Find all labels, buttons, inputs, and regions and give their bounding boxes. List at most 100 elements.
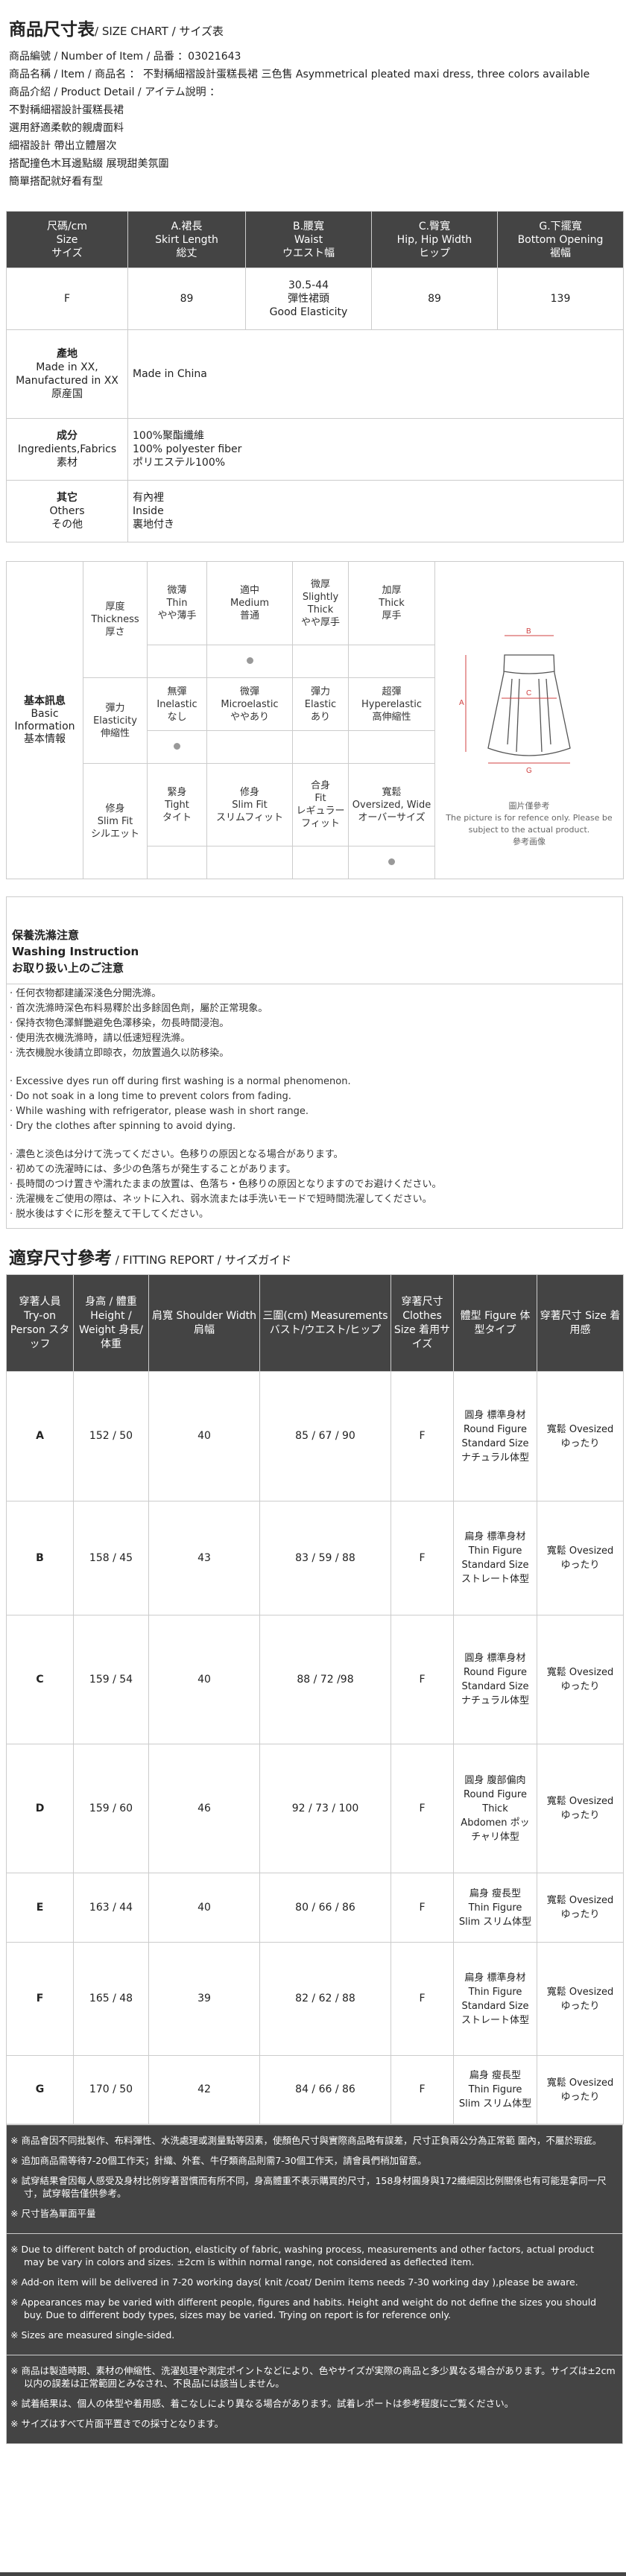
size-header-1: A.裙長 Skirt Length 総丈 bbox=[127, 211, 246, 268]
fitting-cell: 圓身 標準身材 Round Figure Standard Size ナチュラル… bbox=[453, 1371, 537, 1501]
option-indicator bbox=[147, 730, 207, 764]
washing-line: · 洗濯機をご使用の際は、ネットに入れ、弱水流または手洗いモードで短時間洗濯して… bbox=[10, 1194, 432, 1205]
fitting-cell: 40 bbox=[148, 1615, 260, 1744]
fitting-header-3: 三圍(cm) Measurements バスト/ウエスト/ヒップ bbox=[259, 1274, 391, 1372]
fitting-cell: 159 / 54 bbox=[73, 1615, 149, 1744]
fitting-row: E 163 / 44 40 80 / 66 / 86 F 扁身 瘦長型 Thin Figu… bbox=[6, 1873, 624, 1943]
fitting-cell: 80 / 66 / 86 bbox=[259, 1873, 391, 1943]
fitting-cell: F bbox=[391, 1501, 454, 1615]
page-title: 商品尺寸表/ SIZE CHART / サイズ表 bbox=[9, 20, 224, 39]
fitting-cell: 寬鬆 Ovesized ゆったり bbox=[537, 1615, 624, 1744]
fitting-row: G 170 / 50 42 84 / 66 / 86 F 扁身 瘦長型 Thin Figu… bbox=[6, 2055, 624, 2124]
svg-text:A: A bbox=[459, 699, 464, 707]
diagram-caption: 圖片僅參考 The picture is for refence only. Pl… bbox=[446, 801, 613, 846]
basic-info-table: 基本訊息 Basic Information 基本情報 厚度 Thickness 厚さ 微薄… bbox=[6, 561, 624, 879]
fitting-cell: 42 bbox=[148, 2055, 260, 2124]
fitting-header-1: 身高 / 體重 Height / Weight 身長/体重 bbox=[73, 1274, 149, 1372]
fitting-row: B 158 / 45 43 83 / 59 / 88 F 扁身 標準身材 Thin Fig… bbox=[6, 1501, 624, 1615]
washing-line: · 濃色と淡色は分けて洗ってください。色移りの原因となる場合があります。 bbox=[10, 1149, 344, 1160]
skirt-diagram: B A C G 圖片僅參考 The picture is for refence only… bbox=[434, 561, 624, 879]
product-detail-label: 商品介紹 / Product Detail / アイテム說明 ： bbox=[9, 86, 221, 98]
size-header-0: 尺碼/cm Size サイズ bbox=[6, 211, 128, 268]
fitting-cell: 寬鬆 Ovesized ゆったり bbox=[537, 1942, 624, 2056]
option-indicator bbox=[348, 730, 435, 764]
bottom-value: 139 bbox=[497, 268, 624, 330]
fitting-cell: 寬鬆 Ovesized ゆったり bbox=[537, 1744, 624, 1873]
option-indicator bbox=[206, 730, 293, 764]
fitting-header-2: 肩寬 Shoulder Width 肩幅 bbox=[148, 1274, 260, 1372]
fitting-cell: 82 / 62 / 88 bbox=[259, 1942, 391, 2056]
skirt-diagram-icon: B A C G bbox=[459, 627, 571, 775]
fitting-cell: 83 / 59 / 88 bbox=[259, 1501, 391, 1615]
note-line: ※ Due to different batch of production, … bbox=[10, 2244, 595, 2268]
length-value: 89 bbox=[127, 268, 246, 330]
hip-value: 89 bbox=[371, 268, 498, 330]
size-chart-table: 尺碼/cm Size サイズ A.裙長 Skirt Length 総丈 B.腰寬 Waist ウ… bbox=[6, 211, 624, 542]
fitting-cell: F bbox=[391, 1942, 454, 2056]
note-line: ※ Sizes are measured single-sided. bbox=[10, 2329, 175, 2341]
detail-line: 簡單搭配就好看有型 bbox=[9, 176, 103, 188]
attribute-label: 修身 Slim Fit シルエット bbox=[83, 763, 148, 879]
option-label: 加厚 Thick 厚手 bbox=[348, 561, 435, 645]
basic-info-title: 基本訊息 Basic Information 基本情報 bbox=[6, 561, 83, 879]
fitting-cell: 92 / 73 / 100 bbox=[259, 1744, 391, 1873]
fitting-cell: 40 bbox=[148, 1371, 260, 1501]
item-name: 商品名稱 / Item / 商品名 ： 不對稱細褶設計蛋糕長裙 三色售 Asym… bbox=[9, 69, 590, 80]
fitting-header-5: 體型 Figure 体型タイプ bbox=[453, 1274, 537, 1372]
origin-row: 產地 Made in XX, Manufactured in XX 原産国 Made… bbox=[6, 329, 624, 419]
fitting-row: A 152 / 50 40 85 / 67 / 90 F 圓身 標準身材 Round Fi… bbox=[6, 1371, 624, 1501]
washing-line: · 洗衣機脫水後請立即晾衣，勿放置過久以防移染。 bbox=[10, 1048, 230, 1059]
note-line: ※ 商品會因不同批製作、布料彈性、水洗處理或測量點等因素，使顏色尺寸與實際商品略… bbox=[10, 2135, 602, 2146]
fitting-cell: F bbox=[391, 1873, 454, 1943]
footer-bar bbox=[0, 2572, 626, 2576]
attribute-label: 厚度 Thickness 厚さ bbox=[83, 561, 148, 678]
svg-text:C: C bbox=[526, 689, 531, 697]
fitting-cell: D bbox=[6, 1744, 74, 1873]
option-indicator bbox=[292, 730, 349, 764]
fitting-cell: 159 / 60 bbox=[73, 1744, 149, 1873]
svg-text:G: G bbox=[526, 767, 532, 774]
option-label: 微厚 Slightly Thick やや厚手 bbox=[292, 561, 349, 645]
detail-line: 不對稱細褶設計蛋糕長裙 bbox=[9, 104, 124, 116]
fitting-cell: A bbox=[6, 1371, 74, 1501]
fitting-row: F 165 / 48 39 82 / 62 / 88 F 扁身 標準身材 Thin Fig… bbox=[6, 1942, 624, 2056]
size-header-3: C.臀寬 Hip, Hip Width ヒップ bbox=[371, 211, 498, 268]
detail-line: 細褶設計 帶出立體層次 bbox=[9, 140, 117, 152]
washing-line: · 保持衣物色澤鮮艷避免色澤移染，勿長時間浸泡。 bbox=[10, 1018, 230, 1029]
item-number: 商品編號 / Number of Item / 品番 ：03021643 bbox=[9, 51, 241, 63]
fitting-header-0: 穿著人員 Try-on Person スタッフ bbox=[6, 1274, 74, 1372]
option-label: 微薄 Thin やや薄手 bbox=[147, 561, 207, 645]
note-line: ※ Appearances may be varied with differe… bbox=[10, 2297, 597, 2320]
option-label: 修身 Slim Fit スリムフィット bbox=[206, 763, 293, 846]
washing-line: · Do not soak in a long time to prevent … bbox=[10, 1091, 291, 1102]
fitting-cell: E bbox=[6, 1873, 74, 1943]
fitting-cell: F bbox=[391, 2055, 454, 2124]
fitting-cell: 圓身 標準身材 Round Figure Standard Size ナチュラル… bbox=[453, 1615, 537, 1744]
option-label: 合身 Fit レギュラーフィット bbox=[292, 763, 349, 846]
note-line: ※ 試着結果は、個人の体型や着用感、着こなしにより異なる場合があります。試着レポ… bbox=[10, 2398, 514, 2409]
svg-text:B: B bbox=[526, 627, 531, 636]
fitting-cell: C bbox=[6, 1615, 74, 1744]
option-indicator bbox=[292, 645, 349, 678]
fitting-report-table: 穿著人員 Try-on Person スタッフ 身高 / 體重 Height / … bbox=[6, 1274, 624, 2124]
washing-line: · Excessive dyes run off during first wa… bbox=[10, 1076, 351, 1087]
fitting-cell: 扁身 標準身材 Thin Figure Standard Size ストレート体… bbox=[453, 1942, 537, 2056]
fitting-cell: 84 / 66 / 86 bbox=[259, 2055, 391, 2124]
fitting-row: D 159 / 60 46 92 / 73 / 100 F 圓身 腹部偏肉 Round F… bbox=[6, 1744, 624, 1873]
size-value: F bbox=[6, 268, 128, 330]
size-header-2: B.腰寬 Waist ウエスト幅 bbox=[245, 211, 372, 268]
option-indicator bbox=[348, 846, 435, 879]
product-header: 商品尺寸表/ SIZE CHART / サイズ表 商品編號 / Number o… bbox=[9, 16, 617, 191]
option-indicator bbox=[206, 645, 293, 678]
option-indicator bbox=[147, 846, 207, 879]
fitting-cell: F bbox=[6, 1942, 74, 2056]
attribute-label: 彈力 Elasticity 伸縮性 bbox=[83, 677, 148, 764]
detail-line: 搭配撞色木耳邊點綴 展現甜美氛圍 bbox=[9, 158, 169, 170]
fitting-cell: 46 bbox=[148, 1744, 260, 1873]
note-line: ※ 商品は製造時期、素材の伸縮性、洗濯処理や測定ポイントなどにより、色やサイズが… bbox=[10, 2365, 616, 2389]
option-indicator bbox=[348, 645, 435, 678]
note-line: ※ 追加商品需等待7-20個工作天；針織、外套、牛仔類商品則需7-30個工作天，… bbox=[10, 2155, 427, 2166]
fitting-cell: 扁身 瘦長型 Thin Figure Slim スリム体型 bbox=[453, 1873, 537, 1943]
option-indicator bbox=[206, 846, 293, 879]
option-label: 適中 Medium 普通 bbox=[206, 561, 293, 645]
